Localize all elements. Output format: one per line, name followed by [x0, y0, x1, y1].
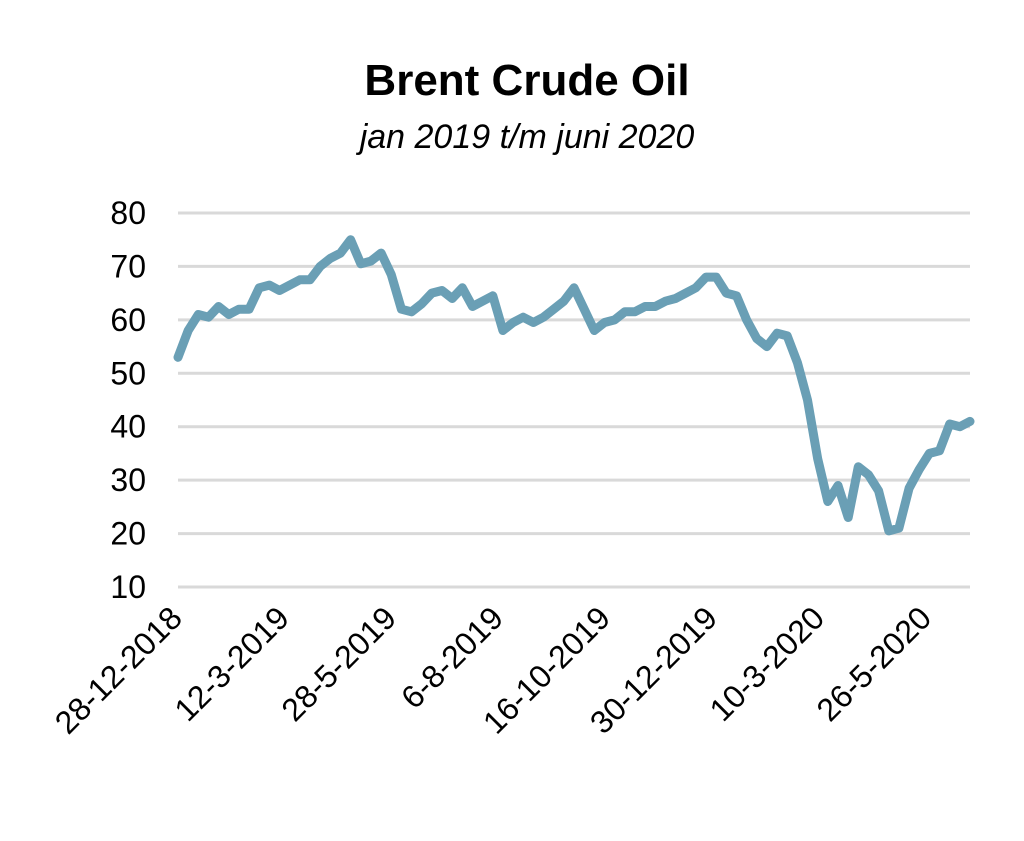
gridlines	[178, 211, 970, 589]
y-tick-label: 10	[110, 569, 146, 605]
x-tick-label: 28-5-2019	[274, 599, 403, 728]
series-line	[173, 235, 975, 536]
x-tick-label: 12-3-2019	[167, 599, 296, 728]
y-tick-label: 30	[110, 462, 146, 498]
y-tick-label: 50	[110, 355, 146, 391]
y-tick-label: 40	[110, 409, 146, 445]
series-layer	[173, 235, 975, 536]
y-tick-label: 60	[110, 302, 146, 338]
y-tick-label: 80	[110, 195, 146, 231]
x-tick-label: 10-3-2020	[702, 599, 831, 728]
chart-title: Brent Crude Oil	[364, 56, 689, 105]
x-tick-label: 26-5-2020	[810, 599, 939, 728]
y-tick-label: 20	[110, 516, 146, 552]
x-tick-label: 28-12-2018	[48, 599, 189, 740]
y-axis-ticks: 80 70 60 50 40 30 20 10	[110, 195, 146, 605]
x-axis-ticks: 28-12-201812-3-201928-5-20196-8-201916-1…	[48, 599, 938, 740]
y-tick-label: 70	[110, 248, 146, 284]
chart-subtitle: jan 2019 t/m juni 2020	[356, 118, 695, 156]
